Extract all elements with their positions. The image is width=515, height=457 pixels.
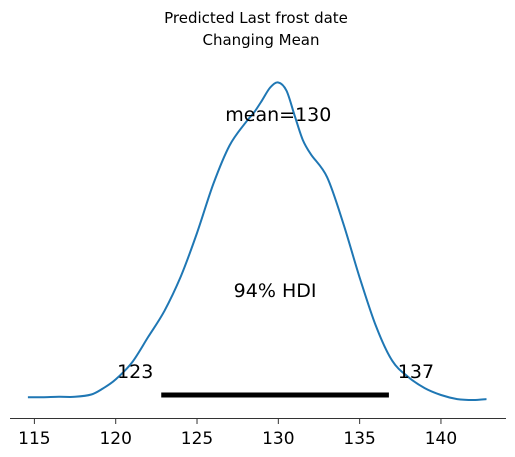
x-tick-label: 130 xyxy=(262,429,294,449)
x-tick-label: 135 xyxy=(343,429,375,449)
x-tick-label: 125 xyxy=(181,429,213,449)
chart-title-line-1: Predicted Last frost date xyxy=(164,9,348,27)
x-tick-label: 140 xyxy=(425,429,457,449)
x-axis-ticks: 115 120 125 130 135 140 xyxy=(18,418,457,449)
chart-title-line-2: Changing Mean xyxy=(202,31,319,49)
density-curve xyxy=(27,81,487,401)
x-tick-label: 115 xyxy=(18,429,50,449)
hdi-lower-label: 123 xyxy=(117,361,153,383)
hdi-upper-label: 137 xyxy=(398,361,434,383)
hdi-probability-label: 94% HDI xyxy=(234,280,317,302)
mean-label: mean=130 xyxy=(225,104,331,126)
x-tick-label: 120 xyxy=(99,429,131,449)
